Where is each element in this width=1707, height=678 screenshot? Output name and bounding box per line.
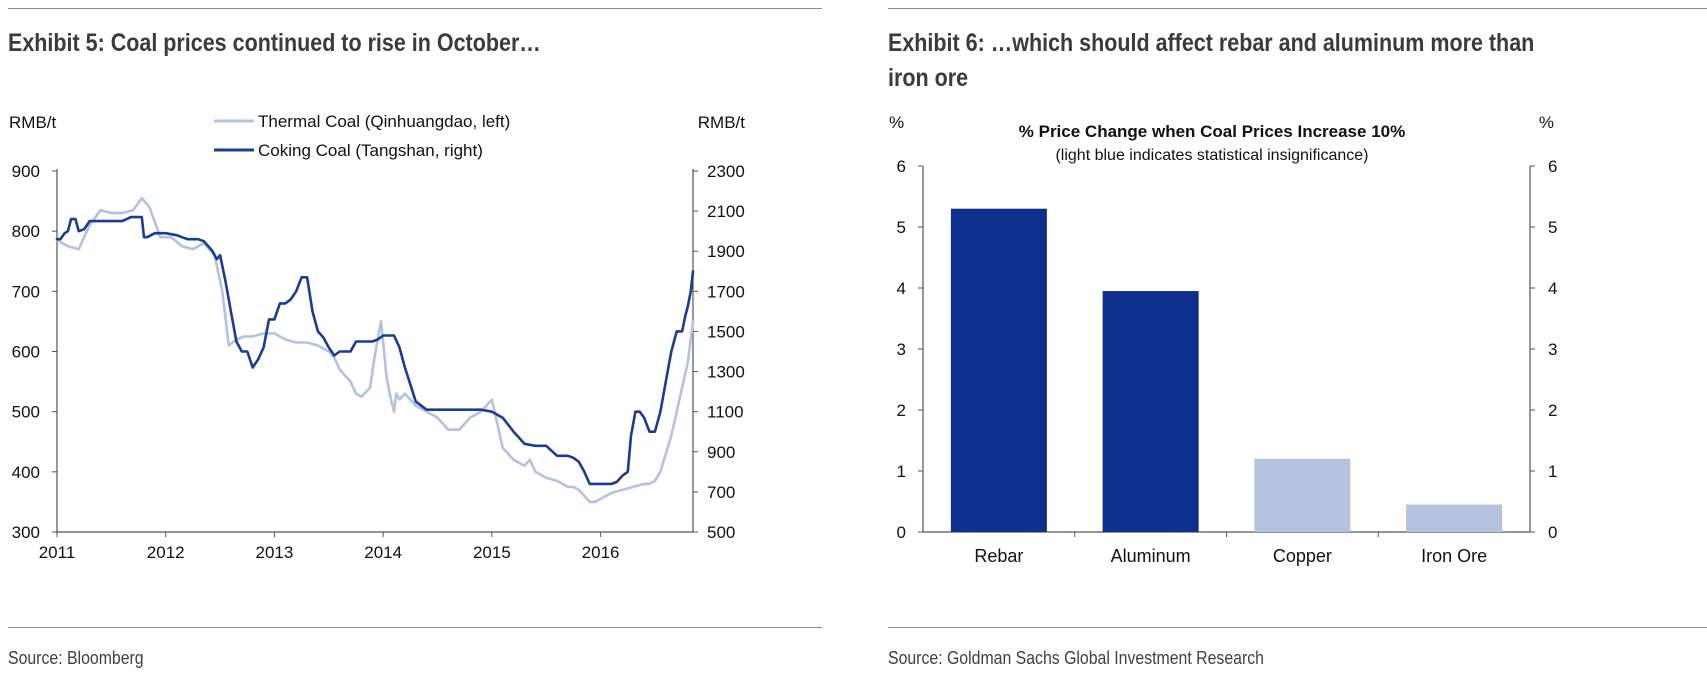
price-change-bar-chart: 0 0 1 1 2 2 3 3 4 4 5 5 6 6%% % Price Change when Coal… [889, 113, 1557, 566]
bottom-rule [888, 627, 1707, 628]
left-y-tick-label: 500 [12, 403, 40, 422]
category-label: Copper [1273, 546, 1332, 566]
bar-aluminum [1102, 291, 1199, 532]
x-tick-label: 2015 [473, 543, 511, 562]
right-y-tick-label: 1700 [707, 282, 745, 301]
category-label: Iron Ore [1421, 546, 1487, 566]
x-tick-label: 2011 [39, 543, 76, 562]
right-y-tick-label: 0 [1548, 523, 1557, 542]
left-y-tick-label: 2 [897, 401, 906, 420]
legend-label: Thermal Coal (Qinhuangdao, left) [258, 112, 510, 131]
category-label: Aluminum [1111, 546, 1191, 566]
category-label: Rebar [974, 546, 1023, 566]
exhibit-6-title: Exhibit 6: …which should affect rebar an… [888, 26, 1534, 96]
exhibit-6-source: Source: Goldman Sachs Global Investment … [888, 648, 1264, 668]
right-y-tick-label: 2300 [707, 162, 745, 181]
right-y-tick-label: 1900 [707, 242, 745, 261]
left-y-tick-label: 4 [897, 279, 906, 298]
right-y-tick-label: 1 [1548, 462, 1557, 481]
right-y-tick-label: 700 [707, 483, 735, 502]
top-rule [8, 8, 822, 9]
bar-iron-ore [1406, 504, 1503, 532]
left-y-tick-label: 400 [12, 463, 40, 482]
coking-coal-line [55, 215, 695, 486]
right-y-tick-label: 1300 [707, 363, 745, 382]
left-y-tick-label: 900 [12, 162, 40, 181]
right-y-tick-label: 4 [1548, 279, 1557, 298]
left-y-unit-label: RMB/t [9, 113, 57, 132]
right-y-tick-label: 5 [1548, 218, 1557, 237]
exhibit-6-title-line-2: iron ore [888, 64, 969, 92]
exhibit-5-source: Source: Bloomberg [8, 648, 144, 668]
bar-copper [1254, 458, 1351, 532]
right-y-tick-label: 3 [1548, 340, 1557, 359]
right-y-tick-label: 500 [707, 523, 735, 542]
left-y-tick-label: 3 [897, 340, 906, 359]
left-y-tick-label: 6 [897, 157, 906, 176]
x-tick-label: 2016 [582, 543, 620, 562]
bar-chart-title: % Price Change when Coal Prices Increase… [1019, 122, 1405, 141]
top-rule [888, 8, 1707, 9]
x-tick-label: 2014 [364, 543, 402, 562]
exhibit-5-title: Exhibit 5: Coal prices continued to rise… [8, 29, 541, 57]
right-y-unit-label: % [1539, 113, 1554, 132]
exhibit-6-panel: Exhibit 6: …which should affect rebar an… [880, 0, 1707, 678]
bar-rebar [950, 208, 1047, 532]
bar-chart-subtitle: (light blue indicates statistical insign… [1055, 147, 1368, 164]
right-y-tick-label: 2100 [707, 202, 745, 221]
left-y-tick-label: 1 [897, 462, 906, 481]
left-y-unit-label: % [889, 113, 904, 132]
exhibit-5-panel: Exhibit 5: Coal prices continued to rise… [0, 0, 822, 678]
x-tick-label: 2012 [147, 543, 185, 562]
left-y-tick-label: 5 [897, 218, 906, 237]
bottom-rule [8, 627, 822, 628]
left-y-tick-label: 800 [12, 222, 40, 241]
right-y-tick-label: 2 [1548, 401, 1557, 420]
x-tick-label: 2013 [256, 543, 294, 562]
left-y-tick-label: 600 [12, 343, 40, 362]
left-y-tick-label: 700 [12, 282, 40, 301]
coal-price-line-chart: 300 400 500 600 700 800 900 500 700 900 1100 1300 15… [9, 112, 746, 562]
right-y-tick-label: 900 [707, 443, 735, 462]
right-y-tick-label: 1500 [707, 322, 745, 341]
right-y-tick-label: 1100 [707, 403, 744, 422]
left-y-tick-label: 300 [12, 523, 40, 542]
thermal-coal-line [55, 196, 695, 504]
right-y-tick-label: 6 [1548, 157, 1557, 176]
exhibit-6-title-line-1: Exhibit 6: …which should affect rebar an… [888, 29, 1535, 57]
right-y-unit-label: RMB/t [698, 113, 746, 132]
left-y-tick-label: 0 [897, 523, 906, 542]
legend-label: Coking Coal (Tangshan, right) [258, 141, 483, 160]
